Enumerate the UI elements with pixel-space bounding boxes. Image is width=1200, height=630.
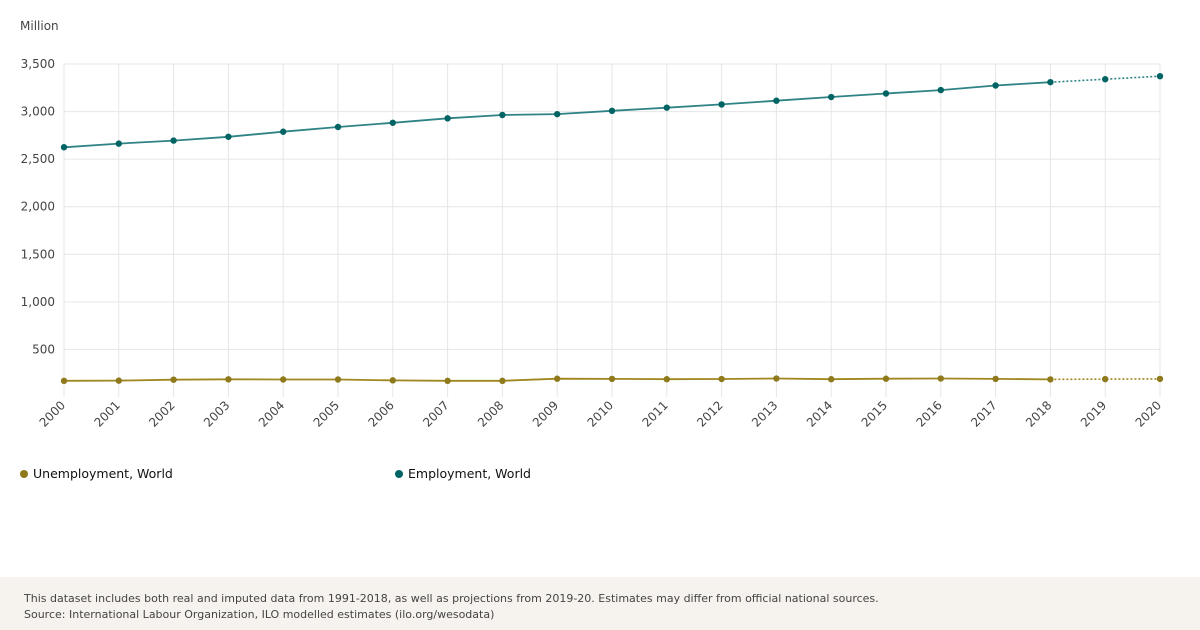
data-point[interactable] [225, 133, 232, 140]
x-tick-label: 2015 [859, 398, 890, 429]
data-point[interactable] [718, 375, 725, 383]
data-point[interactable] [882, 375, 890, 382]
data-point[interactable] [444, 115, 451, 122]
x-tick-label: 2004 [256, 398, 287, 429]
data-point[interactable] [773, 97, 780, 104]
x-tick-label: 2003 [201, 398, 232, 429]
data-point[interactable] [992, 375, 999, 383]
data-point[interactable] [115, 377, 123, 384]
data-point[interactable] [1102, 76, 1109, 83]
data-point[interactable] [1156, 72, 1164, 80]
data-point[interactable] [444, 377, 451, 385]
x-tick-label: 2016 [913, 398, 944, 429]
x-tick-label: 2010 [585, 398, 616, 429]
data-point[interactable] [937, 86, 944, 94]
x-tick-label: 2009 [530, 398, 561, 429]
y-tick-label: 1,500 [21, 247, 55, 261]
legend-marker-unemployment [20, 469, 28, 478]
data-point[interactable] [334, 376, 342, 383]
footer: This dataset includes both real and impu… [0, 577, 1200, 630]
data-point[interactable] [718, 101, 725, 108]
data-point[interactable] [389, 119, 396, 126]
data-point[interactable] [389, 377, 396, 384]
x-tick-label: 2013 [749, 398, 780, 429]
data-point[interactable] [663, 104, 670, 111]
data-point[interactable] [280, 128, 287, 135]
data-point[interactable] [828, 93, 835, 101]
data-point[interactable] [280, 376, 287, 383]
x-axis-ticks: 2000 2001 2002 2003 2004 2005 2006 2007 2008 2009… [37, 398, 1164, 429]
data-point[interactable] [334, 123, 342, 131]
legend-marker-employment [395, 469, 403, 478]
series-points [60, 72, 1164, 385]
data-point[interactable] [882, 90, 890, 97]
data-point[interactable] [170, 376, 177, 383]
data-point[interactable] [60, 377, 68, 385]
y-tick-label: 3,500 [21, 57, 55, 71]
data-point[interactable] [170, 137, 177, 144]
data-point[interactable] [554, 110, 561, 118]
data-point[interactable] [554, 375, 561, 382]
y-tick-label: 1,000 [21, 295, 55, 309]
data-point[interactable] [115, 140, 123, 147]
data-point[interactable] [1102, 375, 1109, 383]
data-point[interactable] [1047, 376, 1054, 383]
legend-label-unemployment: Unemployment, World [33, 466, 173, 481]
footer-source: Source: International Labour Organizatio… [24, 608, 495, 621]
data-point[interactable] [937, 375, 944, 382]
y-tick-label: 2,500 [21, 152, 55, 166]
data-point[interactable] [1047, 78, 1054, 86]
x-tick-label: 2007 [420, 398, 451, 429]
x-tick-label: 2020 [1133, 398, 1164, 429]
y-tick-label: 2,000 [21, 200, 55, 214]
data-point[interactable] [60, 144, 68, 151]
legend-item-employment[interactable]: Employment, World [395, 466, 531, 481]
data-point[interactable] [225, 376, 232, 383]
x-tick-label: 2011 [639, 398, 670, 429]
line-chart: Million 500 1,000 1,500 2,000 2,500 3,000 3,50… [20, 19, 1164, 430]
data-point[interactable] [773, 375, 780, 382]
x-tick-label: 2008 [475, 398, 506, 429]
data-point[interactable] [499, 377, 506, 385]
x-tick-label: 2006 [365, 398, 396, 429]
data-point[interactable] [499, 111, 506, 119]
x-tick-label: 2002 [146, 398, 177, 429]
y-tick-label: 3,000 [21, 105, 55, 119]
data-point[interactable] [608, 107, 616, 115]
y-tick-label: 500 [32, 342, 55, 356]
data-point[interactable] [608, 375, 616, 383]
legend-label-employment: Employment, World [408, 466, 531, 481]
data-point[interactable] [1156, 375, 1164, 383]
data-point[interactable] [992, 82, 999, 89]
x-tick-label: 2000 [37, 398, 68, 429]
y-axis-ticks: 500 1,000 1,500 2,000 2,500 3,000 3,500 [21, 57, 55, 356]
legend-item-unemployment[interactable]: Unemployment, World [20, 466, 173, 481]
y-axis-label: Million [20, 19, 59, 33]
x-tick-label: 2012 [694, 398, 725, 429]
x-tick-label: 2018 [1023, 398, 1054, 429]
x-tick-label: 2019 [1078, 398, 1109, 429]
x-tick-label: 2001 [91, 398, 122, 429]
data-point[interactable] [663, 376, 670, 383]
data-point[interactable] [828, 376, 835, 383]
x-tick-label: 2005 [311, 398, 342, 429]
x-tick-label: 2014 [804, 398, 835, 429]
x-tick-label: 2017 [968, 398, 999, 429]
legend: Unemployment, World Employment, World [0, 466, 1200, 486]
footer-note: This dataset includes both real and impu… [24, 592, 879, 605]
